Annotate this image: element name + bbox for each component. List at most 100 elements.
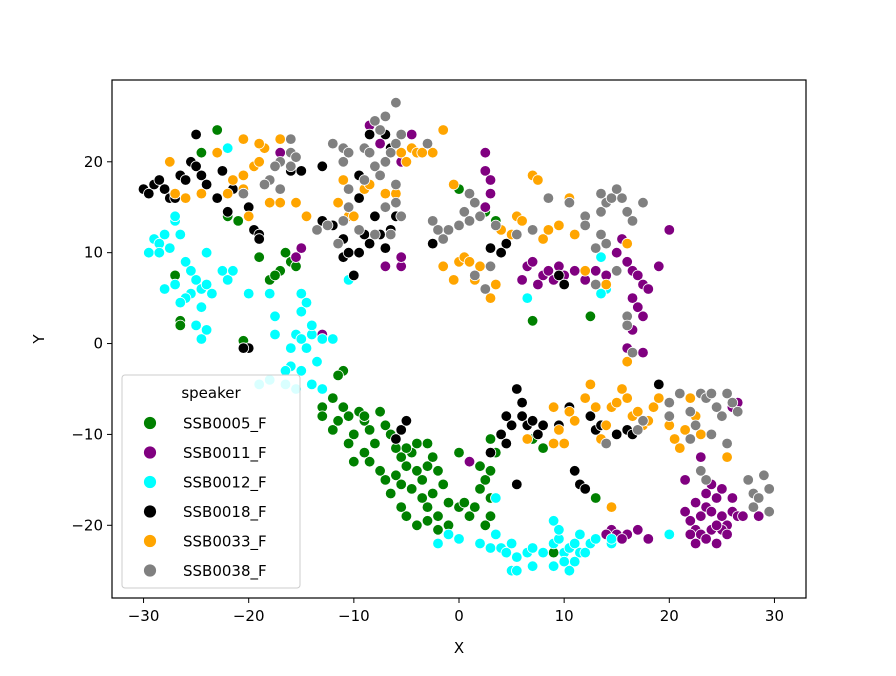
data-point-ssb0038-f-29 [390, 196, 402, 209]
data-point-ssb0038-f-28 [390, 178, 402, 191]
x-tick-label: −20 [233, 607, 265, 625]
data-point-ssb0038-f-82 [705, 387, 718, 400]
data-point-ssb0011-f-25 [569, 265, 581, 277]
data-point-ssb0005-f-10 [269, 269, 281, 282]
data-point-ssb0033-f-12 [264, 196, 276, 209]
data-point-ssb0038-f-17 [374, 169, 386, 182]
data-point-ssb0038-f-90 [742, 474, 754, 486]
data-point-ssb0018-f-67 [569, 465, 581, 477]
data-point-ssb0018-f-77 [653, 378, 665, 391]
data-point-ssb0011-f-5 [295, 242, 308, 254]
legend-marker-ssb0005-f [143, 416, 157, 430]
data-point-ssb0011-f-77 [695, 451, 707, 463]
data-point-ssb0033-f-88 [547, 437, 560, 450]
data-point-ssb0033-f-10 [253, 156, 265, 168]
data-point-ssb0038-f-43 [442, 224, 455, 236]
data-point-ssb0011-f-57 [705, 506, 718, 518]
data-point-ssb0005-f-89 [358, 410, 371, 422]
data-point-ssb0033-f-43 [484, 292, 497, 304]
data-point-ssb0005-f-17 [327, 392, 339, 404]
data-point-ssb0038-f-46 [463, 215, 476, 227]
data-point-ssb0011-f-53 [684, 515, 697, 527]
data-point-ssb0018-f-8 [179, 174, 192, 186]
data-point-ssb0038-f-39 [421, 137, 434, 150]
x-tick-label: −10 [338, 607, 370, 625]
data-point-ssb0018-f-63 [532, 428, 544, 441]
data-point-ssb0018-f-37 [369, 210, 381, 223]
data-point-ssb0038-f-42 [437, 233, 449, 245]
data-point-ssb0018-f-69 [579, 483, 591, 495]
data-point-ssb0005-f-22 [332, 415, 344, 427]
y-tick-label: 10 [84, 244, 103, 262]
data-point-ssb0012-f-22 [221, 274, 234, 286]
data-point-ssb0011-f-19 [532, 278, 544, 291]
y-tick-label: 20 [84, 153, 103, 171]
data-point-ssb0012-f-77 [569, 537, 581, 550]
data-point-ssb0018-f-74 [611, 428, 623, 441]
data-point-ssb0011-f-74 [710, 537, 723, 550]
data-point-ssb0033-f-59 [621, 237, 633, 250]
data-point-ssb0038-f-56 [595, 206, 607, 218]
data-point-ssb0005-f-86 [316, 410, 329, 422]
data-point-ssb0038-f-13 [342, 146, 355, 159]
data-point-ssb0038-f-34 [353, 224, 365, 236]
x-axis-label: X [454, 639, 464, 657]
data-point-ssb0038-f-52 [526, 224, 539, 236]
data-point-ssb0012-f-24 [242, 287, 255, 300]
data-point-ssb0038-f-63 [626, 215, 639, 227]
data-point-ssb0018-f-13 [190, 128, 202, 141]
axes-layer: −30 −20 −10 0 10 20 30 −20 −10 0 10 20 [71, 153, 784, 625]
data-point-ssb0012-f-23 [227, 265, 239, 277]
data-point-ssb0018-f-56 [500, 410, 513, 422]
data-point-ssb0012-f-88 [521, 292, 534, 304]
x-tick-label: 20 [660, 607, 679, 625]
data-point-ssb0038-f-40 [427, 215, 439, 227]
data-point-ssb0033-f-66 [584, 378, 597, 391]
data-point-ssb0012-f-34 [295, 365, 308, 377]
data-point-ssb0038-f-95 [763, 506, 775, 518]
data-point-ssb0033-f-13 [274, 196, 286, 209]
data-point-ssb0033-f-56 [579, 265, 591, 277]
data-point-ssb0011-f-6 [290, 251, 302, 263]
data-point-ssb0012-f-50 [300, 296, 313, 309]
data-point-ssb0033-f-33 [427, 146, 439, 159]
data-point-ssb0012-f-87 [553, 524, 565, 536]
data-point-ssb0033-f-67 [590, 401, 602, 413]
data-point-ssb0012-f-84 [563, 565, 576, 577]
data-point-ssb0005-f-75 [484, 433, 497, 445]
data-point-ssb0038-f-18 [379, 156, 392, 168]
legend-label-ssb0011-f: SSB0011_F [183, 444, 267, 463]
data-point-ssb0038-f-5 [269, 160, 281, 173]
data-point-ssb0038-f-8 [258, 178, 271, 191]
data-point-ssb0011-f-1 [374, 137, 386, 150]
data-point-ssb0005-f-1 [195, 146, 208, 159]
data-point-ssb0033-f-5 [221, 187, 234, 200]
data-point-ssb0018-f-62 [526, 415, 539, 427]
data-point-ssb0033-f-63 [563, 406, 576, 418]
data-point-ssb0011-f-58 [710, 492, 723, 504]
data-point-ssb0012-f-62 [500, 546, 513, 559]
data-point-ssb0005-f-21 [342, 410, 355, 422]
data-point-ssb0038-f-27 [358, 174, 371, 186]
data-point-ssb0038-f-86 [726, 396, 739, 409]
data-point-ssb0033-f-48 [516, 215, 528, 227]
data-point-ssb0018-f-23 [295, 165, 308, 177]
data-point-ssb0038-f-77 [674, 387, 686, 400]
data-point-ssb0011-f-64 [689, 496, 702, 509]
data-point-ssb0011-f-63 [737, 510, 749, 522]
legend-label-ssb0018-f: SSB0018_F [183, 503, 267, 522]
data-point-ssb0033-f-44 [490, 278, 502, 291]
data-point-ssb0033-f-84 [684, 392, 697, 404]
data-point-ssb0005-f-64 [453, 446, 465, 459]
data-point-ssb0005-f-69 [479, 474, 492, 486]
y-tick-label: −10 [71, 425, 103, 443]
data-point-ssb0038-f-26 [342, 183, 355, 195]
data-point-ssb0012-f-60 [490, 528, 502, 541]
data-point-ssb0012-f-68 [526, 542, 539, 554]
data-point-ssb0012-f-90 [595, 287, 607, 300]
data-point-ssb0005-f-30 [379, 419, 392, 432]
data-point-ssb0011-f-55 [695, 510, 707, 522]
data-point-ssb0018-f-31 [353, 246, 365, 259]
data-point-ssb0033-f-17 [242, 210, 255, 223]
data-point-ssb0038-f-23 [390, 96, 402, 109]
